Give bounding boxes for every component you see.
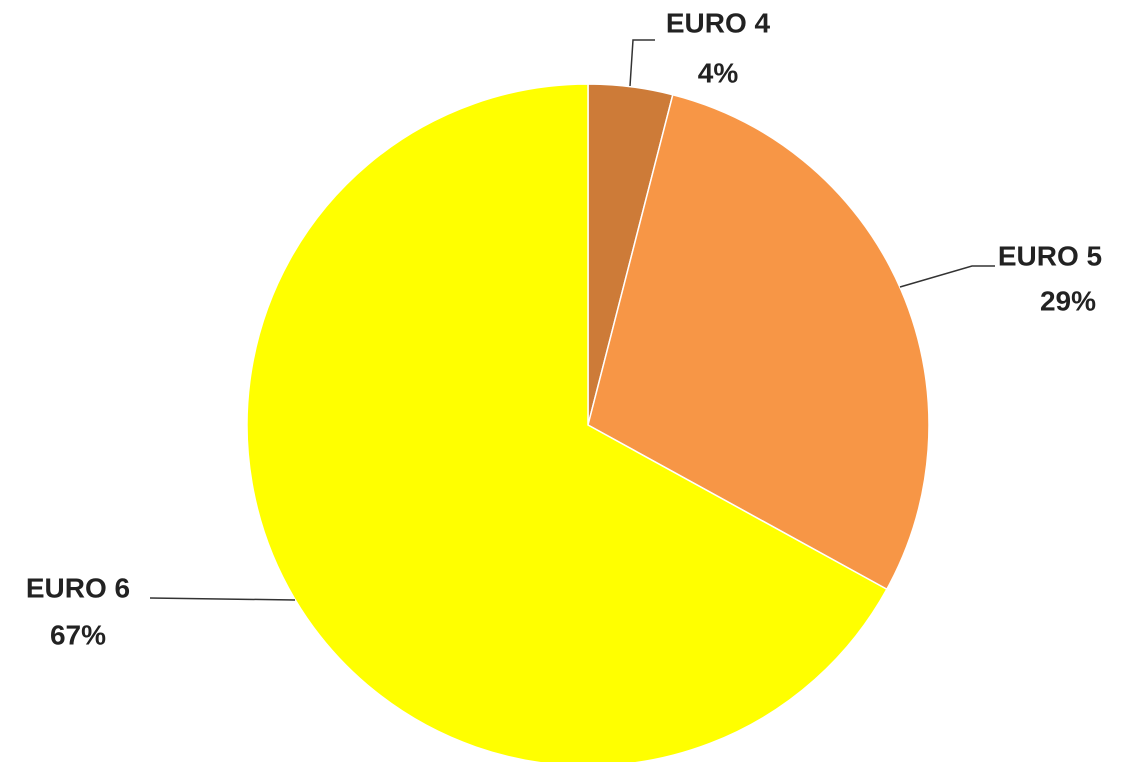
slice-label: EURO 4 (666, 7, 771, 38)
slice-value-label: 29% (1040, 285, 1096, 316)
leader-line (629, 39, 655, 87)
slice-value-label: 4% (698, 57, 739, 88)
slice-value-label: 67% (50, 619, 106, 650)
pie-slice (587, 93, 930, 591)
slice-label: EURO 5 (998, 240, 1102, 271)
leader-line (149, 597, 296, 601)
slice-label: EURO 6 (26, 572, 130, 603)
pie-slice (246, 83, 888, 762)
leader-line (899, 265, 995, 288)
